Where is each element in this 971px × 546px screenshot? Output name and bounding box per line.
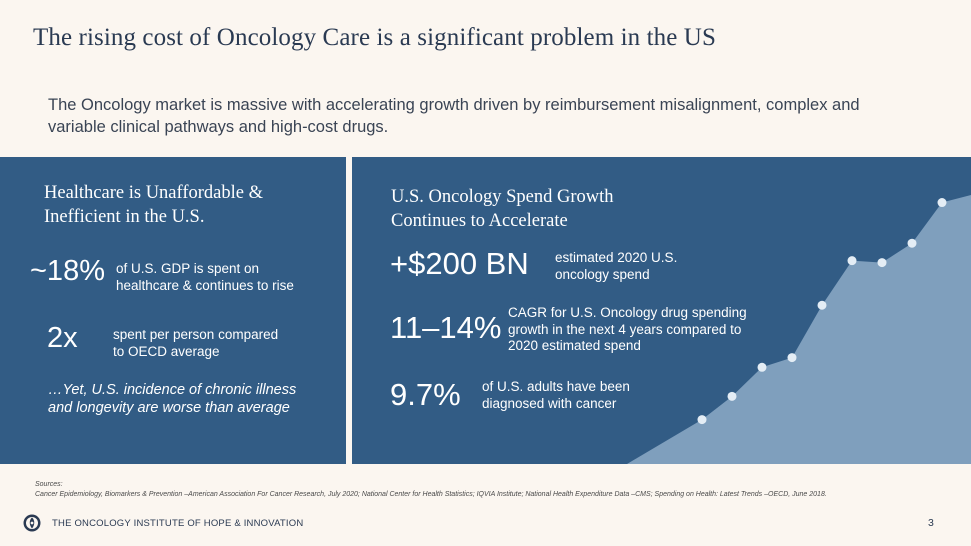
per-person-stat-desc: spent per person compared to OECD averag…	[113, 327, 278, 360]
per-person-desc-line2: to OECD average	[113, 343, 220, 359]
cagr-desc-line2: growth in the next 4 years compared to	[508, 321, 742, 337]
growth-point-5	[817, 300, 827, 310]
gdp-stat-desc: of U.S. GDP is spent on healthcare & con…	[116, 261, 294, 294]
growth-point-2	[727, 391, 737, 401]
note-line1: …Yet, U.S. incidence of chronic illness	[48, 382, 297, 398]
growth-point-8	[907, 238, 917, 248]
footer-org-name: THE ONCOLOGY INSTITUTE OF HOPE & INNOVAT…	[52, 518, 304, 529]
cagr-stat-desc: CAGR for U.S. Oncology drug spending gro…	[508, 305, 747, 355]
gdp-stat-value: ~18%	[30, 255, 105, 287]
left-panel: Healthcare is Unaffordable & Inefficient…	[0, 157, 346, 464]
spend-stat-desc: estimated 2020 U.S. oncology spend	[555, 250, 677, 283]
gdp-desc-line2: healthcare & continues to rise	[116, 277, 294, 293]
cancer-desc-line1: of U.S. adults have been	[482, 379, 630, 394]
right-heading-line2: Continues to Accelerate	[391, 211, 568, 231]
growth-point-9	[937, 198, 947, 208]
growth-chart	[627, 195, 971, 464]
page-title: The rising cost of Oncology Care is a si…	[33, 24, 716, 51]
growth-point-6	[847, 256, 857, 266]
right-panel-heading: U.S. Oncology Spend Growth Continues to …	[391, 185, 614, 233]
per-person-stat-value: 2x	[47, 322, 78, 354]
growth-point-7	[877, 258, 887, 268]
left-heading-line1: Healthcare is Unaffordable &	[44, 183, 263, 203]
sources: Sources: Cancer Epidemiology, Biomarkers…	[35, 480, 945, 500]
left-panel-heading: Healthcare is Unaffordable & Inefficient…	[44, 181, 263, 229]
right-heading-line1: U.S. Oncology Spend Growth	[391, 187, 614, 207]
chronic-illness-note: …Yet, U.S. incidence of chronic illness …	[48, 381, 296, 417]
spend-desc-line2: oncology spend	[555, 266, 650, 282]
sources-text: Cancer Epidemiology, Biomarkers & Preven…	[35, 491, 827, 498]
page-number: 3	[928, 517, 934, 529]
right-panel: U.S. Oncology Spend Growth Continues to …	[352, 157, 971, 464]
gdp-desc-line1: of U.S. GDP is spent on	[116, 261, 260, 276]
institute-logo-icon	[23, 514, 41, 532]
cancer-stat-value: 9.7%	[390, 377, 461, 412]
cagr-desc-line3: 2020 estimated spend	[508, 338, 641, 353]
spend-desc-line1: estimated 2020 U.S.	[555, 250, 678, 265]
cancer-desc-line2: diagnosed with cancer	[482, 395, 617, 411]
growth-point-1	[697, 415, 707, 425]
growth-point-4	[787, 353, 797, 363]
cancer-stat-desc: of U.S. adults have been diagnosed with …	[482, 379, 630, 412]
per-person-desc-line1: spent per person compared	[113, 327, 279, 342]
growth-point-3	[757, 362, 767, 372]
page-subtitle: The Oncology market is massive with acce…	[48, 96, 860, 136]
left-heading-line2: Inefficient in the U.S.	[44, 207, 205, 227]
cagr-stat-value: 11–14%	[390, 310, 502, 345]
sources-label: Sources:	[35, 481, 63, 488]
cagr-desc-line1: CAGR for U.S. Oncology drug spending	[508, 305, 747, 320]
spend-stat-value: +$200 BN	[390, 246, 529, 281]
note-line2: and longevity are worse than average	[48, 400, 290, 416]
